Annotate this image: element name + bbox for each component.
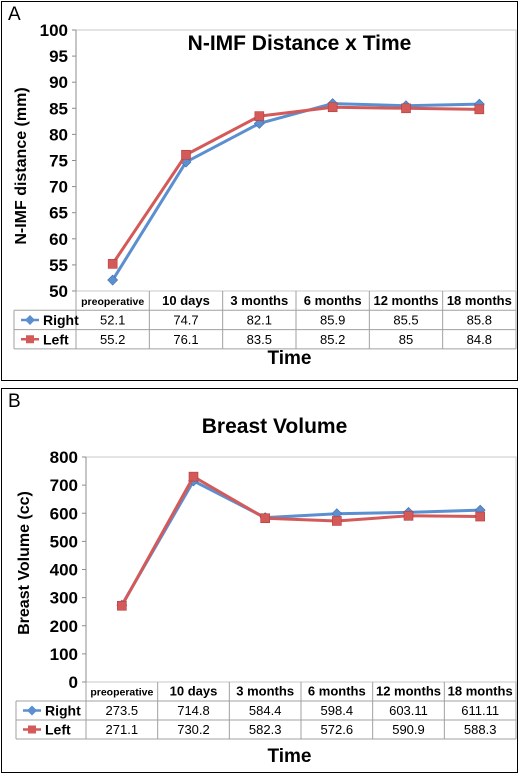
legend-key-marker bbox=[25, 314, 35, 325]
series-line-left bbox=[120, 475, 481, 607]
data-table-value: 55.2 bbox=[100, 332, 125, 347]
data-table-value: 611.11 bbox=[461, 703, 499, 718]
data-table-value: 83.5 bbox=[247, 332, 272, 347]
chart-svg-b: 0 100 200 300 400 500 600 700 800 preoperative 10 … bbox=[15, 448, 517, 740]
x-category-label: 10 days bbox=[162, 293, 210, 308]
data-table-value: 273.5 bbox=[106, 703, 139, 718]
data-table-value: 82.1 bbox=[247, 313, 272, 328]
y-tick-label: 100 bbox=[50, 645, 78, 664]
data-table-value: 85.8 bbox=[467, 313, 492, 328]
y-tick-label: 200 bbox=[50, 617, 78, 636]
data-point-right bbox=[107, 274, 119, 286]
x-category-label: 18 months bbox=[448, 684, 513, 699]
legend-series-name: Right bbox=[45, 703, 81, 719]
chart-svg-a: 50 55 60 65 70 75 80 85 90 95 100 preoperative 10 da… bbox=[13, 21, 517, 350]
data-point-left bbox=[475, 511, 485, 522]
x-category-label: preoperative bbox=[81, 296, 144, 308]
y-tick-label: 700 bbox=[50, 476, 78, 495]
data-table-value: 584.4 bbox=[249, 703, 282, 718]
y-tick-label: 50 bbox=[49, 282, 68, 301]
x-category-label: 3 months bbox=[230, 293, 288, 308]
data-table-value: 85.9 bbox=[320, 313, 345, 328]
series-line-left bbox=[111, 105, 480, 265]
data-table-value: 84.8 bbox=[467, 332, 492, 347]
y-tick-label: 55 bbox=[49, 256, 68, 275]
x-axis-label-a: Time bbox=[267, 348, 312, 369]
panel-letter-a: A bbox=[8, 4, 21, 25]
legend-key-marker bbox=[28, 725, 36, 734]
data-table-value: 85.5 bbox=[393, 313, 418, 328]
data-point-left bbox=[327, 102, 338, 113]
x-axis-label-b: Time bbox=[267, 746, 312, 767]
chart-panel-b: B Breast Volume Breast Volume (cc) Time … bbox=[1, 388, 518, 773]
chart-panel-a: A N-IMF Distance x Time N-IMF distance (… bbox=[1, 1, 518, 381]
data-table-value: 714.8 bbox=[177, 703, 210, 718]
legend-series-name: Left bbox=[45, 722, 71, 738]
y-tick-label: 95 bbox=[49, 47, 68, 66]
y-tick-label: 85 bbox=[49, 99, 68, 118]
legend-key-marker bbox=[27, 705, 37, 716]
data-table-value: 271.1 bbox=[106, 722, 139, 737]
data-table-value: 603.11 bbox=[389, 703, 428, 718]
data-point-left bbox=[260, 513, 270, 524]
data-table-value: 572.6 bbox=[321, 722, 354, 737]
x-category-label: 18 months bbox=[447, 293, 512, 308]
legend-key-marker bbox=[26, 335, 34, 344]
series-line-right bbox=[111, 102, 480, 281]
y-tick-label: 100 bbox=[40, 21, 68, 40]
data-table-value: 85 bbox=[399, 332, 413, 347]
data-table-value: 730.2 bbox=[177, 722, 210, 737]
data-point-left bbox=[188, 471, 199, 482]
x-category-label: 3 months bbox=[236, 684, 294, 699]
data-point-left bbox=[332, 516, 342, 526]
chart-title-a: N-IMF Distance x Time bbox=[187, 32, 412, 55]
x-category-label: 12 months bbox=[373, 293, 438, 308]
y-tick-label: 500 bbox=[50, 532, 78, 551]
data-point-left bbox=[403, 511, 414, 521]
x-category-label: preoperative bbox=[90, 687, 153, 699]
legend-series-name: Right bbox=[43, 312, 79, 328]
y-tick-label: 800 bbox=[50, 448, 78, 467]
y-tick-label: 400 bbox=[50, 561, 78, 580]
y-tick-label: 600 bbox=[50, 504, 78, 523]
x-category-label: 12 months bbox=[376, 684, 441, 699]
data-table-value: 598.4 bbox=[321, 703, 354, 718]
y-tick-label: 80 bbox=[49, 125, 68, 144]
y-tick-label: 60 bbox=[49, 230, 68, 249]
series-line-right bbox=[120, 479, 481, 606]
y-tick-label: 90 bbox=[49, 73, 68, 92]
chart-title-b: Breast Volume bbox=[201, 415, 348, 438]
y-tick-label: 70 bbox=[49, 178, 68, 197]
data-point-left bbox=[107, 259, 118, 269]
data-point-left bbox=[474, 104, 485, 115]
panel-letter-b: B bbox=[8, 391, 21, 412]
data-table-value: 85.2 bbox=[320, 332, 345, 347]
data-point-left bbox=[254, 111, 265, 121]
x-category-label: 6 months bbox=[308, 684, 366, 699]
data-table-value: 582.3 bbox=[249, 722, 282, 737]
x-category-label: 10 days bbox=[170, 684, 218, 699]
y-tick-label: 65 bbox=[49, 204, 68, 223]
legend-series-name: Left bbox=[43, 331, 69, 347]
y-tick-label: 0 bbox=[69, 673, 78, 692]
data-point-left bbox=[181, 149, 191, 160]
data-table-value: 52.1 bbox=[100, 313, 125, 328]
data-table-value: 74.7 bbox=[173, 313, 198, 328]
x-category-label: 6 months bbox=[304, 293, 362, 308]
data-point-right bbox=[253, 118, 265, 129]
data-table-value: 76.1 bbox=[173, 332, 198, 347]
y-tick-label: 75 bbox=[49, 152, 68, 171]
y-tick-label: 300 bbox=[50, 589, 78, 608]
plot-area bbox=[75, 29, 517, 292]
data-table-value: 590.9 bbox=[392, 722, 425, 737]
plot-area bbox=[85, 456, 517, 683]
data-table-value: 588.3 bbox=[464, 722, 497, 737]
data-point-left bbox=[401, 103, 411, 114]
data-point-left bbox=[117, 600, 127, 611]
